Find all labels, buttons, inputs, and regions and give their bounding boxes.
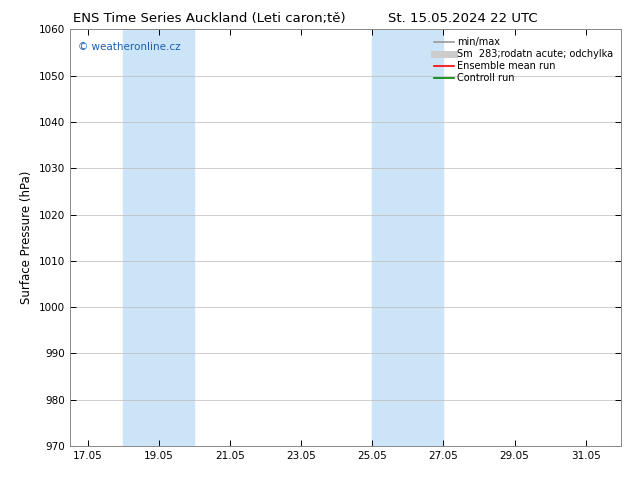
Bar <box>123 29 194 446</box>
Text: St. 15.05.2024 22 UTC: St. 15.05.2024 22 UTC <box>388 12 538 25</box>
Text: © weatheronline.cz: © weatheronline.cz <box>78 42 181 52</box>
Bar <box>372 29 443 446</box>
Legend: min/max, Sm  283;rodatn acute; odchylka, Ensemble mean run, Controll run: min/max, Sm 283;rodatn acute; odchylka, … <box>431 34 616 86</box>
Y-axis label: Surface Pressure (hPa): Surface Pressure (hPa) <box>20 171 33 304</box>
Text: ENS Time Series Auckland (Leti caron;tě): ENS Time Series Auckland (Leti caron;tě) <box>73 12 346 25</box>
